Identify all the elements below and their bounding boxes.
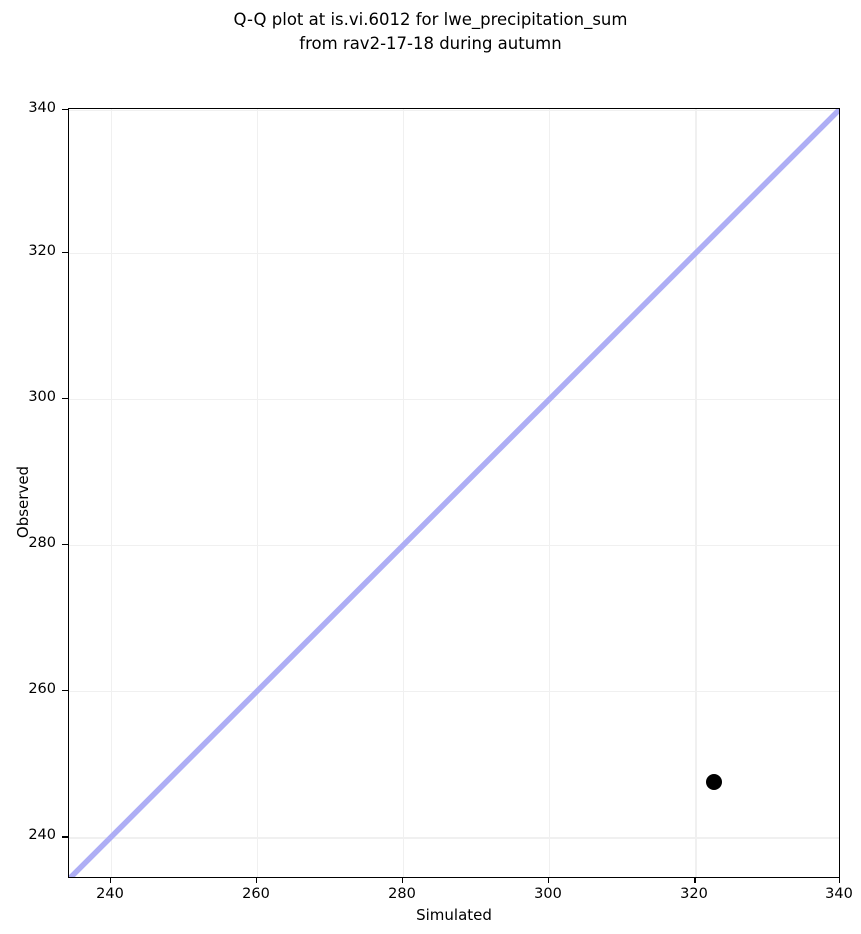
xticklabel-240: 240 <box>96 886 124 902</box>
ytick-240 <box>62 836 68 838</box>
xticklabel-340: 340 <box>825 886 853 902</box>
gridline-y-320 <box>69 252 839 255</box>
xticklabel-280: 280 <box>388 886 416 902</box>
ytick-260 <box>62 690 68 692</box>
y-axis-label: Observed <box>14 465 32 539</box>
plot-area <box>68 108 840 878</box>
xticklabel-260: 260 <box>242 886 270 902</box>
gridline-y-280 <box>69 545 839 547</box>
yticklabel-240: 240 <box>28 827 56 843</box>
yticklabel-260: 260 <box>28 681 56 697</box>
xticklabel-300: 300 <box>534 886 562 902</box>
ytick-340 <box>62 108 68 110</box>
gridline-x-240 <box>110 109 113 877</box>
yticklabel-300: 300 <box>28 389 56 405</box>
yticklabel-280: 280 <box>28 535 56 551</box>
yticklabel-320: 320 <box>28 243 56 259</box>
gridline-x-320 <box>695 109 697 877</box>
xtick-280 <box>402 878 404 883</box>
page-title: Q-Q plot at is.vi.6012 for lwe_precipita… <box>233 10 628 53</box>
ytick-280 <box>62 544 68 546</box>
gridline-y-300 <box>69 398 839 401</box>
identity-line <box>69 109 839 877</box>
gridline-y-240 <box>69 837 839 839</box>
ytick-320 <box>62 251 68 254</box>
gridline-y-260 <box>69 691 839 693</box>
gridline-x-300 <box>549 109 551 877</box>
data-point[interactable] <box>706 774 723 790</box>
xtick-320 <box>694 878 696 883</box>
xticklabel-320: 320 <box>680 886 708 902</box>
ytick-300 <box>62 397 68 400</box>
xtick-240 <box>109 878 112 883</box>
xtick-260 <box>255 878 258 883</box>
gridline-y-340 <box>69 109 839 111</box>
xtick-300 <box>548 878 550 883</box>
gridline-x-260 <box>256 109 259 877</box>
gridline-x-280 <box>403 109 405 877</box>
xtick-340 <box>838 878 840 883</box>
yticklabel-340: 340 <box>28 100 56 116</box>
x-axis-label: Simulated <box>416 906 492 924</box>
